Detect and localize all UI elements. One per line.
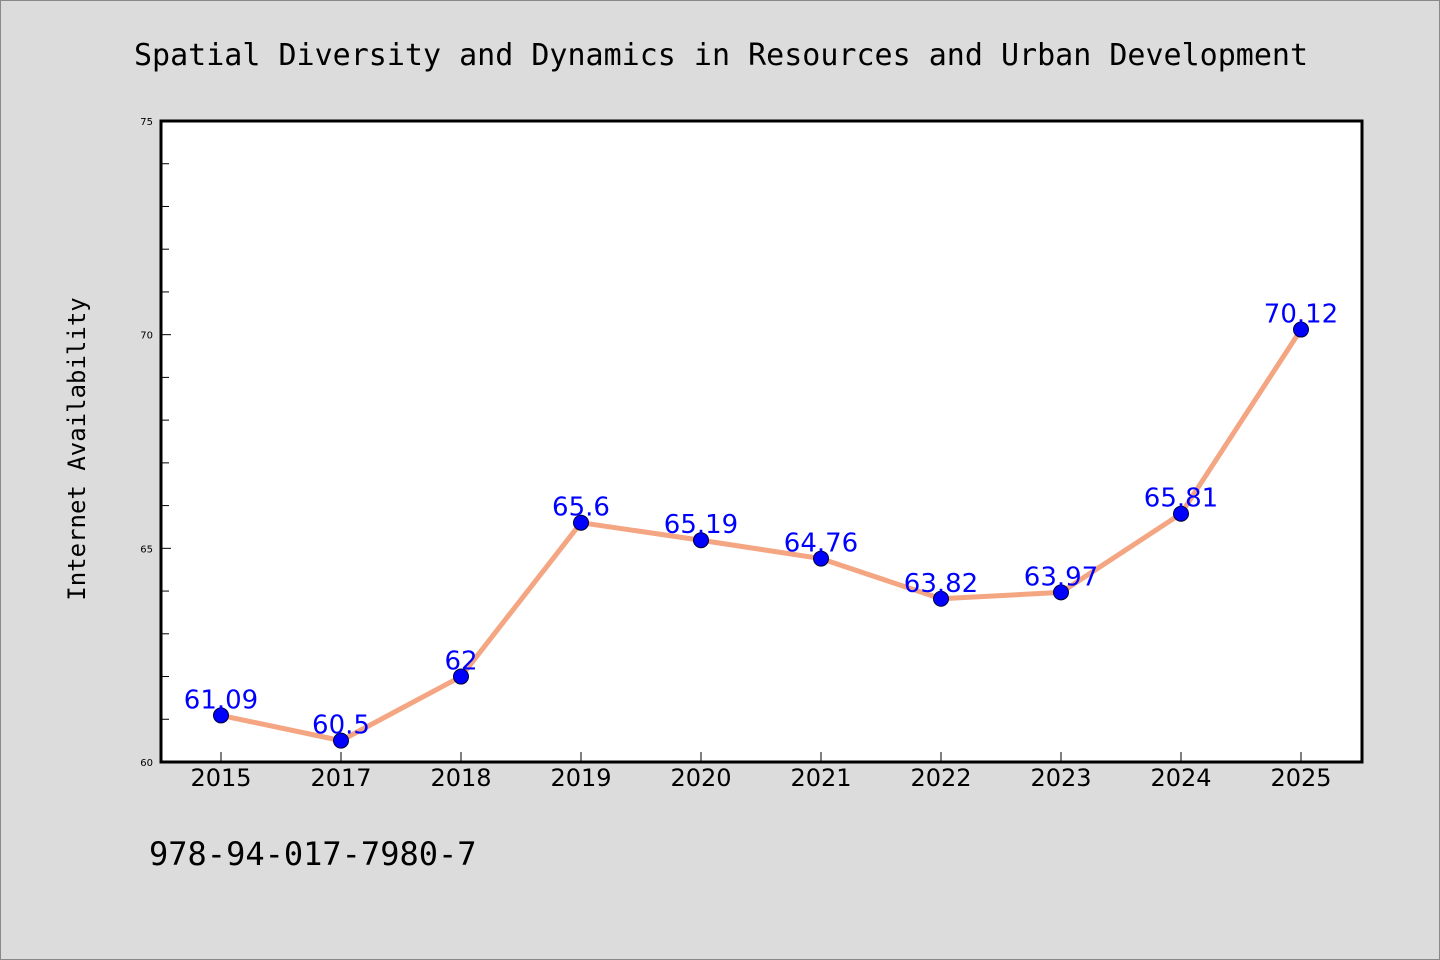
x-tick-label: 2023: [1030, 764, 1091, 792]
data-point: [693, 532, 709, 549]
series-line: [218, 327, 1304, 744]
x-tick-label: 2020: [670, 764, 731, 792]
data-point: [813, 550, 829, 567]
data-label: 62: [444, 647, 477, 677]
x-tick-label: 2024: [1150, 764, 1211, 792]
y-axis-label: Internet Availability: [63, 297, 91, 600]
data-point: [1053, 584, 1069, 601]
data-label: 63.97: [1024, 562, 1098, 592]
data-label: 60.5: [312, 711, 370, 741]
data-point: [213, 707, 229, 724]
data-label: 65.19: [664, 510, 738, 540]
y-tick-label: 70: [140, 331, 153, 342]
data-point: [333, 732, 349, 749]
x-tick-label: 2025: [1270, 764, 1331, 792]
x-tick-label: 2018: [430, 764, 491, 792]
data-point: [1173, 505, 1189, 522]
data-point: [1293, 321, 1309, 338]
x-axis-ticks: 2015 2017 2018 2019 2020 2021 2022 2023 2024 2025: [190, 752, 1332, 792]
data-point: [573, 514, 589, 531]
x-tick-label: 2021: [790, 764, 851, 792]
plot-area: [159, 119, 1364, 764]
series-layer: 61.09 60.5 62 65.6 65.19 64.76 63.82 63.97 65.81…: [184, 300, 1338, 749]
data-point: [933, 590, 949, 607]
y-tick-label: 75: [140, 117, 153, 128]
y-tick-label: 60: [140, 758, 153, 769]
x-tick-label: 2017: [310, 764, 371, 792]
data-label: 70.12: [1264, 300, 1338, 330]
x-tick-label: 2019: [550, 764, 611, 792]
data-label: 65.81: [1144, 484, 1218, 514]
data-point: [453, 668, 469, 685]
data-label: 65.6: [552, 493, 610, 523]
x-tick-label: 2022: [910, 764, 971, 792]
data-label: 64.76: [784, 529, 858, 559]
chart-title: Spatial Diversity and Dynamics in Resour…: [134, 38, 1308, 73]
x-tick-label: 2015: [190, 764, 251, 792]
footnote: 978-94-017-7980-7: [149, 835, 477, 873]
data-label: 63.82: [904, 569, 978, 599]
y-tick-label: 65: [140, 544, 153, 555]
y-axis-ticks: 60 65 70 75: [140, 117, 171, 769]
data-label: 61.09: [184, 685, 258, 715]
